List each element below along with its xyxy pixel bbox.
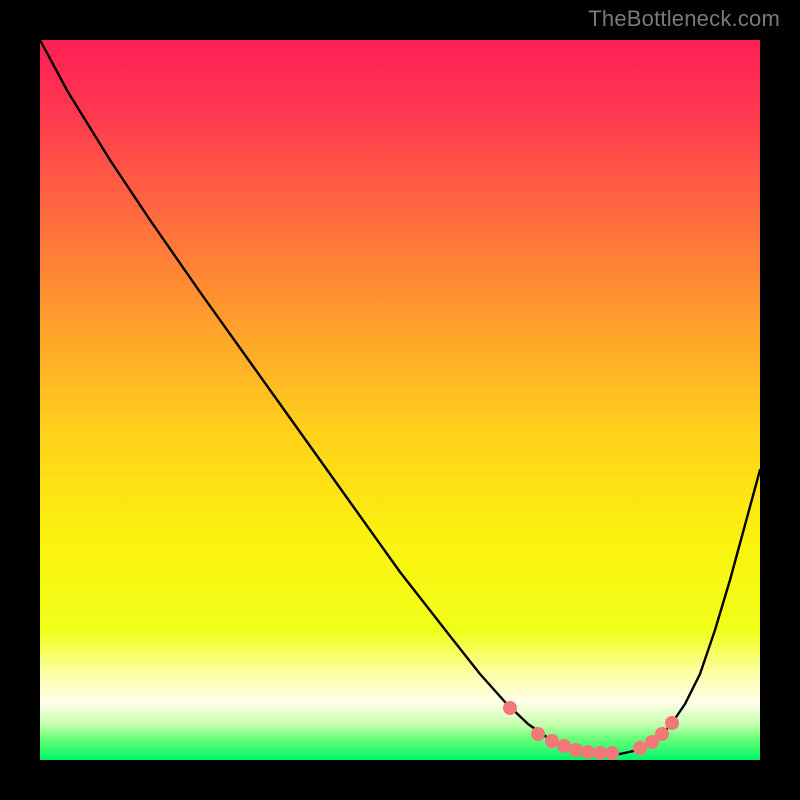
chart-svg	[40, 40, 760, 760]
dot-marker	[503, 701, 517, 715]
chart-outer: TheBottleneck.com	[0, 0, 800, 800]
dot-marker	[531, 727, 545, 741]
watermark-text: TheBottleneck.com	[588, 6, 780, 32]
dot-marker	[593, 746, 607, 760]
dot-marker	[633, 741, 647, 755]
dot-marker	[581, 745, 595, 759]
plot-area	[40, 40, 760, 760]
dot-marker	[569, 743, 583, 757]
dot-marker	[655, 727, 669, 741]
dot-marker	[545, 734, 559, 748]
dot-marker	[557, 739, 571, 753]
dot-marker	[605, 746, 619, 760]
dot-marker	[665, 716, 679, 730]
gradient-background	[40, 40, 760, 760]
